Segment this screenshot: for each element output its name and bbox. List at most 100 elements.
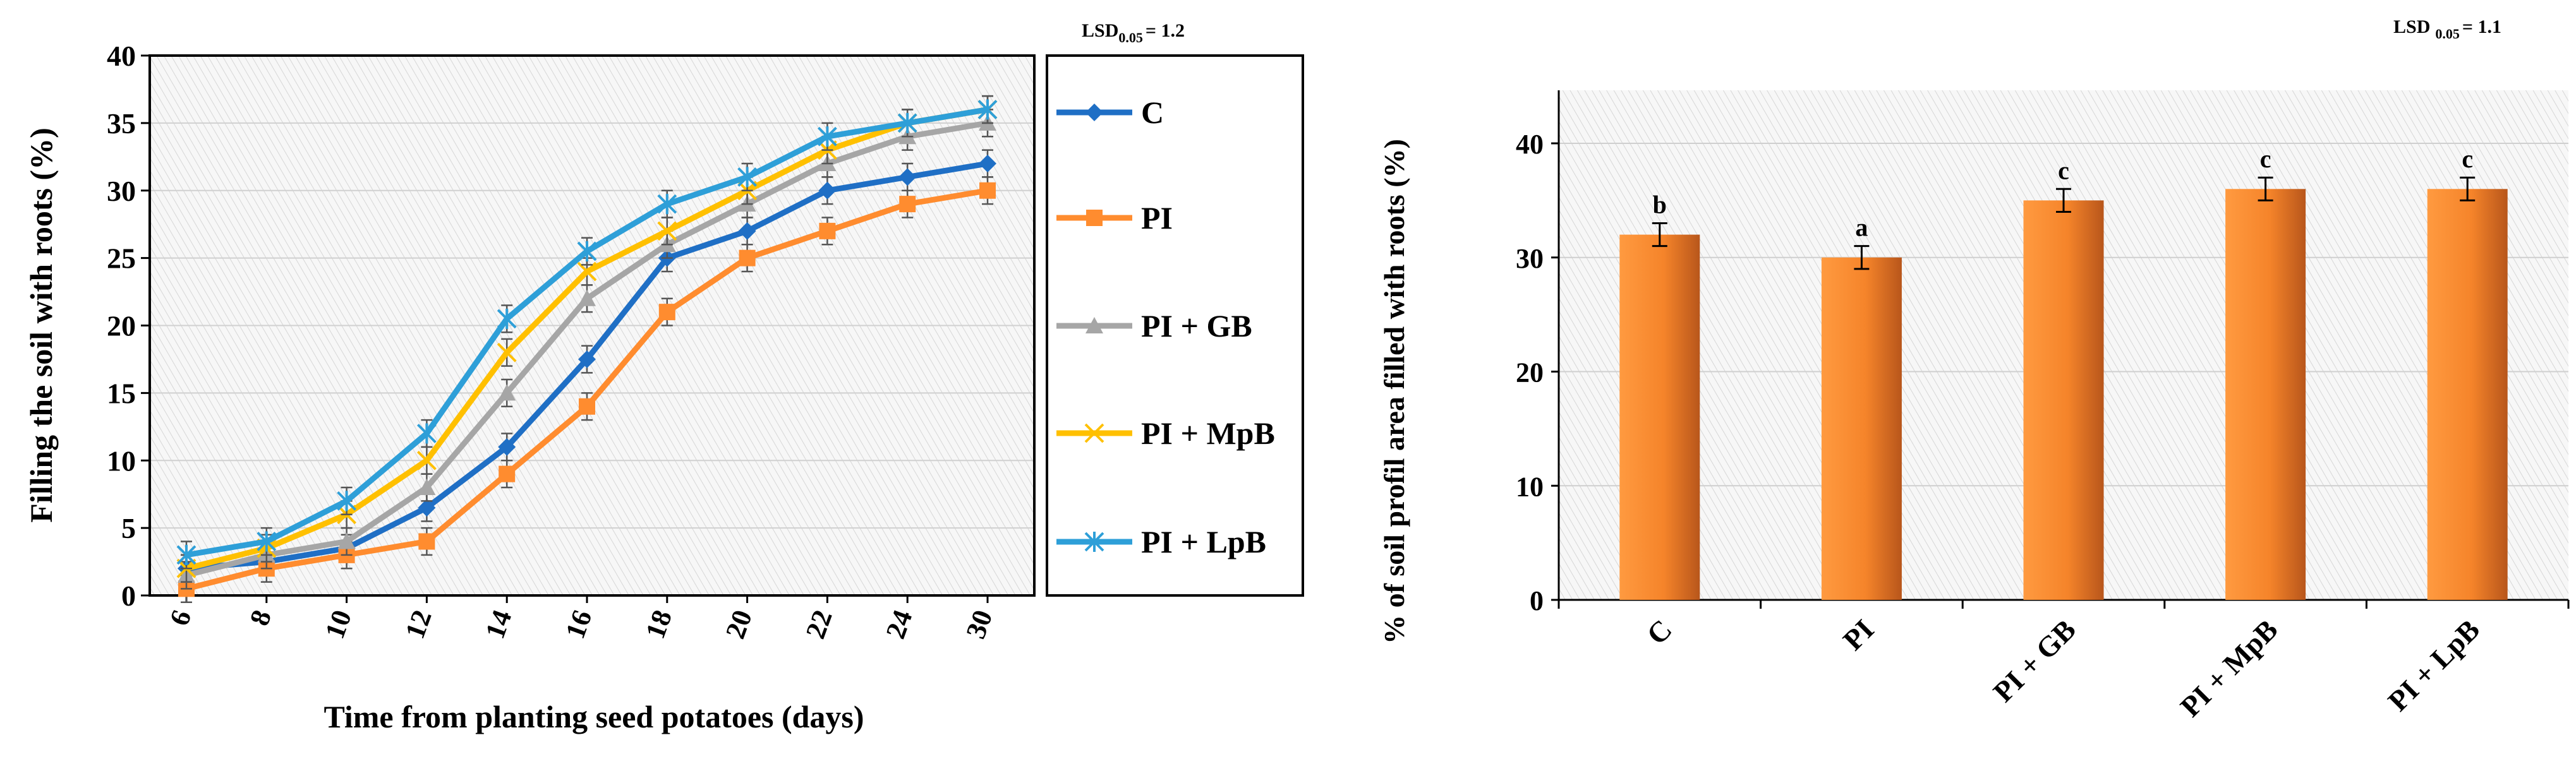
line-x-tick-label: 14 [480, 606, 518, 643]
line-data-point [899, 196, 916, 213]
line-data-point [578, 289, 596, 306]
bar-significance-letter: a [1855, 213, 1868, 242]
line-x-tick-label: 8 [244, 606, 278, 630]
bar-x-tick-label: PI [1837, 613, 1880, 657]
line-x-tick-label: 22 [800, 606, 838, 643]
line-data-point [416, 450, 437, 470]
line-legend: C PI PI + GB PI + MpB PI + LpB [1056, 95, 1275, 559]
bar [1619, 234, 1700, 601]
line-data-point [337, 532, 356, 549]
line-x-tick-label: 16 [559, 606, 598, 643]
bar-error-bar [2460, 176, 2476, 201]
line-data-point [979, 182, 996, 199]
line-lsd-value: = 1.2 [1146, 20, 1185, 41]
bar-series: b a c c c [1619, 145, 2508, 601]
line-data-point [257, 531, 277, 552]
bar-y-tick-label: 30 [1516, 243, 1544, 274]
line-data-point [979, 155, 996, 172]
bar-error-bar [1854, 245, 1870, 270]
line-x-tick-label: 10 [319, 606, 358, 643]
legend-label: C [1141, 95, 1164, 130]
line-data-point [897, 112, 917, 133]
legend-marker [1085, 317, 1103, 333]
legend-item: PI + MpB [1056, 415, 1275, 451]
legend-marker [1086, 210, 1103, 226]
line-data-point [818, 181, 837, 200]
line-y-ticks: 0 5 10 15 20 25 30 35 40 [107, 40, 150, 612]
bar [2225, 189, 2306, 600]
legend-label: PI [1141, 200, 1173, 236]
line-lsd-text: LSD [1082, 20, 1118, 41]
legend-marker [1085, 104, 1103, 121]
bar-x-tick-label: PI + LpB [2381, 613, 2486, 717]
line-y-tick-label: 0 [121, 580, 136, 612]
line-x-tick-label: 18 [639, 606, 678, 643]
bar [1821, 257, 1902, 600]
line-data-point [658, 304, 675, 321]
line-x-axis-label: Time from planting seed potatoes (days) [324, 699, 864, 734]
legend-label: PI + GB [1141, 308, 1252, 344]
line-data-point [418, 499, 436, 517]
line-data-point [819, 222, 836, 239]
bar-y-tick-label: 0 [1530, 585, 1544, 616]
line-y-tick-label: 10 [107, 445, 136, 477]
line-data-point [498, 384, 516, 401]
legend-marker [1084, 532, 1104, 552]
bar-significance-letter: c [2462, 145, 2473, 173]
line-y-axis-label: Filling the soil with roots (%) [23, 128, 59, 522]
line-data-point [497, 342, 517, 362]
bar-y-tick-label: 10 [1516, 471, 1544, 502]
bar-chart: 0 10 20 30 40 b a c c c C PI PI + GB PI + MpB PI + L… [1378, 16, 2570, 723]
bar-error-bar [1652, 222, 1667, 248]
line-data-point [416, 423, 437, 444]
line-x-ticks: 6 8 10 12 14 16 18 20 22 24 30 [164, 595, 998, 643]
line-data-point [418, 533, 435, 550]
line-lsd-label: LSD0.05 = 1.2 [1082, 20, 1185, 45]
line-data-point [577, 241, 597, 261]
legend-label: PI + LpB [1141, 524, 1266, 559]
line-data-point [499, 465, 516, 482]
line-y-tick-label: 5 [121, 512, 136, 544]
line-data-point [498, 438, 516, 456]
legend-item: PI + LpB [1056, 524, 1266, 559]
line-y-tick-label: 15 [107, 377, 136, 409]
bar-x-tick-label: PI + GB [1987, 613, 2082, 708]
line-chart: 0 5 10 15 20 25 30 35 40 6 8 10 12 14 16 18 20 22 24 30 Fi… [23, 20, 1304, 734]
line-data-point [579, 398, 595, 415]
legend-marker [1084, 423, 1104, 443]
line-data-point [898, 168, 917, 186]
bar-y-axis-label: % of soil profil area filled with roots … [1378, 139, 1410, 644]
line-data-point [176, 544, 197, 565]
line-data-point [657, 194, 677, 215]
bar-lsd-subscript: 0.05 [2435, 26, 2460, 42]
line-data-point [739, 249, 756, 266]
bar-lsd-text: LSD [2393, 16, 2430, 37]
bar-x-tick-label: PI + MpB [2174, 613, 2284, 723]
line-data-point [817, 126, 837, 147]
bar-significance-letter: b [1653, 191, 1667, 219]
line-x-tick-label: 24 [880, 606, 919, 643]
line-data-point [418, 479, 436, 495]
bar-y-tick-label: 20 [1516, 357, 1544, 388]
line-y-tick-label: 20 [107, 310, 136, 342]
line-data-point [497, 308, 517, 329]
bar-significance-letter: c [2058, 156, 2069, 184]
line-lsd-subscript: 0.05 [1118, 30, 1143, 45]
bar-significance-letter: c [2260, 145, 2271, 173]
line-x-tick-label: 6 [164, 606, 198, 630]
line-data-point [738, 222, 756, 240]
line-x-tick-label: 30 [960, 606, 998, 643]
line-data-point [578, 350, 596, 368]
legend-item: C [1056, 95, 1164, 130]
bar-lsd-value: = 1.1 [2462, 16, 2501, 37]
line-series [176, 95, 998, 570]
line-y-tick-label: 25 [107, 242, 136, 275]
legend-item: PI [1056, 200, 1173, 236]
line-y-tick-label: 40 [107, 40, 136, 72]
legend-label: PI + MpB [1141, 415, 1275, 451]
bar-y-tick-label: 40 [1516, 129, 1544, 160]
line-y-tick-label: 35 [107, 107, 136, 140]
bar-x-tick-label: C [1640, 613, 1678, 651]
bar [2427, 189, 2508, 600]
